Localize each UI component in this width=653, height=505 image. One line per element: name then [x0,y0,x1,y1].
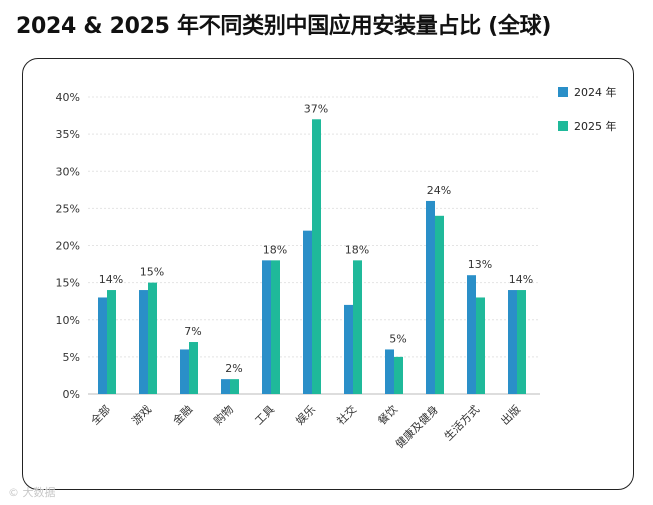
y-tick-label: 20% [56,240,80,253]
data-label: 37% [304,102,328,115]
y-tick-label: 30% [56,165,80,178]
data-labels: 14% 15% 7% 2% 18% 37% 18% 5% 24% 13% 14% [99,102,533,375]
data-label: 18% [263,243,287,256]
y-tick-label: 10% [56,314,80,327]
bar-2024 [303,230,312,394]
bar-2025 [476,297,485,394]
x-tick-label: 餐饮 [375,402,400,427]
bar-2025 [230,379,239,394]
y-tick-label: 0% [63,388,80,401]
y-tick-label: 25% [56,202,80,215]
bar-2025 [189,342,198,394]
data-label: 14% [99,273,123,286]
data-label: 14% [509,273,533,286]
x-tick-label: 娱乐 [293,402,318,427]
bar-2025 [312,119,321,395]
legend-label: 2025 年 [574,119,617,133]
x-tick-label: 工具 [252,403,277,428]
bar-2025 [517,290,526,394]
bar-2024 [262,260,271,394]
bar-2025 [435,215,444,394]
legend-swatch [558,121,568,131]
data-label: 18% [345,243,369,256]
data-label: 15% [140,266,164,279]
bar-2024 [344,304,353,394]
x-tick-label: 游戏 [129,403,154,428]
bar-2024 [467,275,476,394]
bar-2024 [426,200,435,394]
bar-2024 [180,349,189,394]
y-tick-label: 40% [56,91,80,104]
chart-card [22,58,634,490]
y-tick-label: 35% [56,128,80,141]
bar-2024 [508,290,517,394]
bar-2025 [394,356,403,394]
data-label: 7% [184,325,201,338]
bar-2024 [98,297,107,394]
bar-2024 [385,349,394,394]
x-tick-label: 全部 [88,402,113,427]
legend: 2024 年 2025 年 [558,85,617,133]
watermark-text: © 大数据 [8,486,56,499]
x-tick-label: 生活方式 [441,402,482,443]
bars [98,119,526,395]
bar-2025 [107,290,116,394]
y-tick-label: 15% [56,277,80,290]
y-tick-label: 5% [63,351,80,364]
bar-2025 [353,260,362,394]
data-label: 24% [427,184,451,197]
data-label: 2% [225,362,242,375]
x-tick-label: 健康及健身 [392,402,441,451]
bar-2024 [221,379,230,394]
legend-swatch [558,87,568,97]
bar-2025 [148,282,157,394]
bar-2025 [271,260,280,394]
x-tick-label: 金融 [170,402,195,427]
x-tick-label: 购物 [211,402,236,427]
data-label: 5% [389,332,406,345]
x-tick-label: 出版 [498,402,523,427]
y-axis: 0% 5% 10% 15% 20% 25% 30% 35% 40% [56,91,80,401]
chart-title: 2024 & 2025 年不同类别中国应用安装量占比 (全球) [16,14,552,39]
legend-label: 2024 年 [574,85,617,99]
bar-2024 [139,290,148,394]
x-tick-label: 社交 [334,402,359,427]
data-label: 13% [468,258,492,271]
